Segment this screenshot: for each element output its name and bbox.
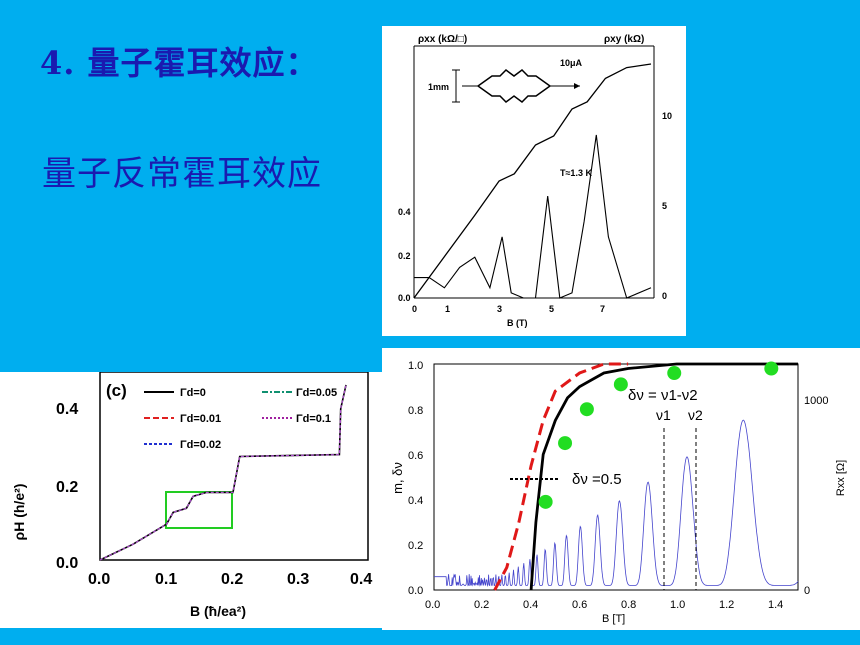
x-axis-label: B (ħ/ea²) [190, 603, 246, 619]
nu2-label: ν2 [688, 407, 703, 423]
scale-bar-label: 1mm [428, 82, 449, 92]
y-tick: 0.2 [398, 251, 411, 261]
tick-labels: 1.0 0.8 0.6 0.4 0.2 0.0 1000 0 0.0 0.2 0… [408, 360, 828, 611]
x-tick: 3 [497, 304, 502, 314]
delta-nu-point [579, 402, 594, 417]
tick-labels: 0.4 0.2 0.0 0.0 0.1 0.2 0.3 0.4 [56, 401, 372, 588]
legend-entry: Γd=0.01 [180, 413, 221, 425]
legend-entry: Γd=0.02 [180, 439, 221, 451]
rxx-series [434, 419, 799, 588]
x-tick: 1 [445, 304, 450, 314]
x-tick: 0.0 [425, 599, 440, 611]
x-tick: 0 [412, 304, 417, 314]
x-tick: 0.1 [155, 571, 177, 588]
m-black-series [529, 362, 798, 591]
x-tick: 1.0 [670, 599, 685, 611]
x-tick: 0.6 [572, 599, 587, 611]
series-gamma-001 [99, 384, 347, 561]
y-tick: 0.0 [398, 293, 411, 303]
panel-label: (c) [106, 381, 127, 400]
legend-entry: Γd=0.05 [296, 387, 337, 399]
m-red-series [493, 362, 629, 591]
sample-schematic-icon [452, 69, 580, 103]
x-tick: 0.4 [350, 571, 372, 588]
slide-title: 4. 量子霍耳效应： [40, 44, 319, 82]
rho-xy-series [413, 63, 652, 299]
x-tick: 1.2 [719, 599, 734, 611]
y2-tick: 5 [662, 201, 667, 211]
y2-axis-label: Rxx [Ω] [835, 460, 847, 496]
y-tick: 0.4 [398, 207, 411, 217]
legend-entry: Γd=0.1 [296, 413, 331, 425]
y-tick: 0.2 [56, 479, 78, 496]
x-axis-label: B [T] [602, 613, 625, 625]
y2-tick: 0 [804, 585, 810, 597]
y-tick: 0.6 [408, 450, 423, 462]
y-tick: 0.0 [56, 555, 78, 572]
delta-nu-point [764, 361, 779, 376]
ahe-plot: δν = ν1-ν2 ν1 ν2 δν =0.5 1.0 0.8 0.6 0.4… [390, 360, 847, 625]
y-tick: 0.8 [408, 405, 423, 417]
y-tick: 0.0 [408, 585, 423, 597]
legend-entry: Γd=0 [180, 387, 206, 399]
delta-nu-points [538, 361, 779, 509]
delta-nu-point [613, 377, 628, 392]
x-tick: 0.0 [88, 571, 110, 588]
y2-tick: 0 [662, 291, 667, 301]
anomalous-hall-figure: δν = ν1-ν2 ν1 ν2 δν =0.5 1.0 0.8 0.6 0.4… [382, 348, 860, 630]
x-tick: 0.3 [287, 571, 309, 588]
figure-c: (c) Γd=0 Γd=0.01 Γd=0.02 Γd=0.05 Γd=0.1 … [0, 371, 382, 628]
y-tick: 0.2 [408, 540, 423, 552]
x-tick: 0.2 [474, 599, 489, 611]
y-axis-label: m, δν [390, 462, 405, 494]
y-tick: 0.4 [408, 495, 423, 507]
y-tick: 0.4 [56, 401, 78, 418]
temperature-label: T≈1.3 K [560, 168, 592, 178]
nu1-label: ν1 [656, 407, 671, 423]
figure-c-plot: (c) Γd=0 Γd=0.01 Γd=0.02 Γd=0.05 Γd=0.1 … [11, 371, 372, 619]
y-tick: 1.0 [408, 360, 423, 372]
rho-xx-series [414, 134, 652, 299]
x-tick: 7 [600, 304, 605, 314]
x-tick: 5 [549, 304, 554, 314]
delta-nu-point [538, 494, 553, 509]
x-tick: 0.8 [621, 599, 636, 611]
series-gamma-0 [99, 384, 347, 561]
delta-nu-formula: δν = ν1-ν2 [628, 387, 698, 404]
y2-tick: 10 [662, 111, 672, 121]
x-tick: 1.4 [768, 599, 783, 611]
qhe-tick-labels: 0.4 0.2 0.0 10 5 0 0 1 3 5 7 [398, 111, 672, 314]
current-label: 10μA [560, 58, 583, 68]
quantum-hall-figure: ρxx (kΩ/□) ρxy (kΩ) 1mm 10μA T≈1.3 K 0.4… [382, 26, 686, 336]
rho-xy-label: ρxy (kΩ) [604, 34, 644, 45]
x-tick: 0.2 [221, 571, 243, 588]
legend: Γd=0 Γd=0.01 Γd=0.02 Γd=0.05 Γd=0.1 [144, 387, 337, 451]
slide-subtitle: 量子反常霍耳效应 [42, 154, 322, 194]
plot-frame [99, 371, 369, 561]
highlight-box [165, 491, 233, 529]
y2-tick: 1000 [804, 395, 828, 407]
delta-nu-point [558, 436, 573, 451]
qhe-plot: ρxx (kΩ/□) ρxy (kΩ) 1mm 10μA T≈1.3 K 0.4… [398, 34, 672, 328]
rho-xx-label: ρxx (kΩ/□) [418, 34, 467, 45]
delta-nu-point [667, 366, 682, 381]
x-axis-label: B (T) [507, 318, 528, 328]
x-tick: 0.4 [523, 599, 538, 611]
y-axis-label: ρH (h/e²) [11, 484, 27, 541]
delta-nu-half: δν =0.5 [572, 471, 622, 488]
